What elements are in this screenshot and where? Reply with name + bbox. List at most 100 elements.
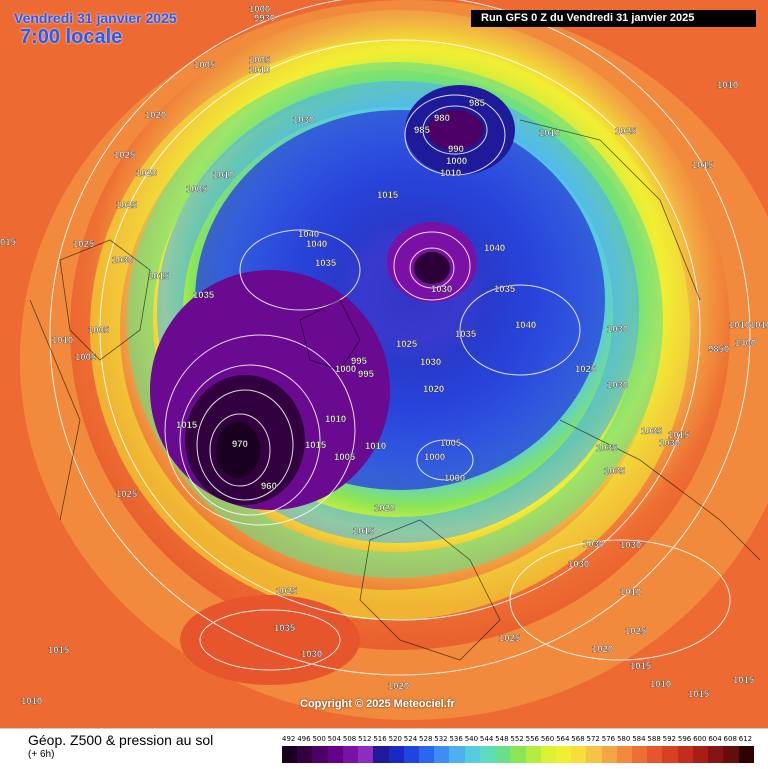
low-center xyxy=(216,422,260,478)
scale-swatch xyxy=(647,746,663,763)
pressure-label: 1025 xyxy=(575,364,597,375)
pressure-label: 1015 xyxy=(176,420,198,431)
legend-footer: Géop. Z500 & pression au sol (+ 6h) 492 4… xyxy=(0,728,768,769)
pressure-label: 1025 xyxy=(73,239,95,250)
scale-swatch xyxy=(388,746,404,763)
pressure-label: 1015 xyxy=(48,645,70,656)
pressure-label: 1030 xyxy=(620,540,641,551)
scale-swatch xyxy=(297,746,313,763)
scale-value: 508 xyxy=(342,735,357,743)
green-band xyxy=(127,62,663,578)
scale-value: 504 xyxy=(327,735,342,743)
pressure-label: 1030 xyxy=(420,357,441,368)
pressure-label: 1030 xyxy=(607,380,628,391)
scale-swatch xyxy=(692,746,709,763)
pressure-label: 1010 xyxy=(325,414,346,425)
scale-value: 564 xyxy=(556,735,570,743)
scale-value: 536 xyxy=(449,735,463,743)
scale-value: 516 xyxy=(373,735,387,743)
scale-swatch xyxy=(708,746,724,763)
pressure-label: 1040 xyxy=(298,229,319,240)
yellow-band xyxy=(90,40,690,620)
pressure-label: 1025 xyxy=(114,150,136,161)
scale-swatch xyxy=(495,746,511,763)
pressure-label: 1010 xyxy=(729,320,750,331)
pressure-label: 985 xyxy=(414,125,431,136)
pressure-label: 1020 xyxy=(374,503,395,514)
east-low-core xyxy=(427,110,483,150)
scale-swatch xyxy=(358,746,374,763)
forecast-step: (+ 6h) xyxy=(28,749,55,760)
pressure-label: 980 xyxy=(434,113,450,124)
pressure-label: 1005 xyxy=(249,55,271,66)
scale-value: 556 xyxy=(525,735,539,743)
scale-swatch xyxy=(632,746,648,763)
pressure-label: 1035 xyxy=(596,443,618,454)
pressure-label: 1010 xyxy=(365,441,386,452)
local-time: 7:00 locale xyxy=(20,26,123,48)
pressure-label: 1010 xyxy=(620,587,641,598)
pressure-label: 9930 xyxy=(254,13,275,24)
pressure-label: 1015 xyxy=(688,689,710,700)
pressure-label: 995 xyxy=(351,356,368,367)
pressure-label: 1010 xyxy=(539,128,560,139)
pressure-label: 1015 xyxy=(733,675,755,686)
isobars xyxy=(49,0,751,676)
valid-date: Vendredi 31 janvier 2025 xyxy=(14,10,177,26)
pressure-label: 1025 xyxy=(116,200,138,211)
scale-swatch xyxy=(510,746,526,763)
north-low-core xyxy=(414,252,450,284)
pressure-label: 9850 xyxy=(708,344,729,355)
pressure-label: 1035 xyxy=(274,623,296,634)
scale-value: 520 xyxy=(388,735,402,743)
scale-swatch xyxy=(312,746,328,763)
scale-swatch xyxy=(418,746,435,763)
pressure-label: 1030 xyxy=(431,284,452,295)
pressure-label: 1400 xyxy=(735,338,756,349)
pressure-label: 1040 xyxy=(306,239,327,250)
scale-value: 524 xyxy=(403,735,418,743)
scale-value: 612 xyxy=(738,735,753,743)
scale-value: 608 xyxy=(723,735,737,743)
scale-value: 560 xyxy=(540,735,555,743)
pressure-label: 1010 xyxy=(650,679,671,690)
pressure-label: 1015 xyxy=(668,430,690,441)
pressure-label: 1015 xyxy=(630,661,652,672)
scale-swatch xyxy=(479,746,496,763)
pressure-label: 1000 xyxy=(446,156,467,167)
pressure-label: 1010 xyxy=(717,80,738,91)
scale-value: 528 xyxy=(419,735,433,743)
scale-swatch xyxy=(282,746,298,763)
scale-value: 548 xyxy=(495,735,509,743)
pressure-label: 1020 xyxy=(145,110,166,121)
pressure-label: 1010 xyxy=(213,170,234,181)
pressure-label: 1000 xyxy=(444,473,465,484)
geopotential-pressure-map: 1000 9930 1005 1005 1010 1020 1030 1025 … xyxy=(0,0,768,728)
scale-value: 492 xyxy=(282,735,296,743)
pressure-label: 1030 xyxy=(583,539,604,550)
pressure-label: 1010 xyxy=(750,320,768,331)
scale-swatch xyxy=(373,746,389,763)
copyright-notice: Copyright © 2025 Meteociel.fr xyxy=(300,698,455,710)
scale-swatch xyxy=(586,746,602,763)
scale-value: 596 xyxy=(677,735,692,743)
pressure-label: 970 xyxy=(232,439,248,450)
pressure-label: 1025 xyxy=(116,489,138,500)
pressure-label: 1030 xyxy=(112,255,133,266)
pressure-label: 1005 xyxy=(440,438,462,449)
pressure-label: 1030 xyxy=(301,649,322,660)
pressure-label: 1015 xyxy=(692,160,714,171)
pressure-label: 1010 xyxy=(52,335,73,346)
scale-value: 496 xyxy=(297,735,311,743)
pressure-label: 1015 xyxy=(148,271,170,282)
scale-value: 572 xyxy=(586,735,600,743)
scale-swatch xyxy=(738,746,754,763)
pressure-label: 1010 xyxy=(440,168,461,179)
pressure-label: 1040 xyxy=(515,320,536,331)
scale-swatch xyxy=(525,746,541,763)
scale-swatch xyxy=(540,746,556,763)
parameter-title: Géop. Z500 & pression au sol xyxy=(28,732,214,748)
scale-value: 576 xyxy=(601,735,616,743)
scale-value: 592 xyxy=(662,735,677,743)
pressure-label: 1015 xyxy=(377,190,399,201)
